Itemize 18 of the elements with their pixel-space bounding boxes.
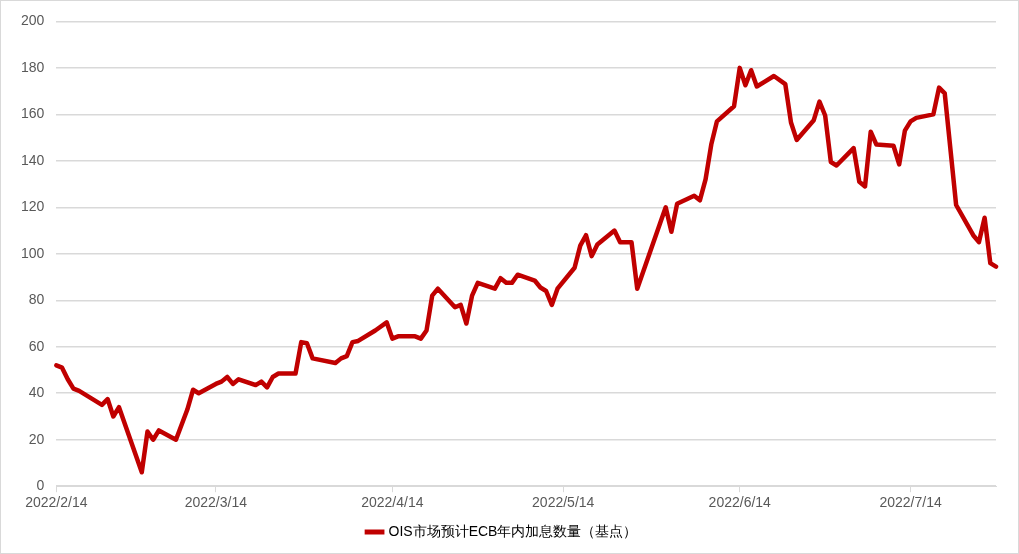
y-tick-label: 100 xyxy=(21,244,45,261)
y-tick-label: 120 xyxy=(21,198,45,215)
x-tick-label: 2022/3/14 xyxy=(184,494,248,511)
y-tick-label: 60 xyxy=(28,337,45,354)
x-tick-label: 2022/4/14 xyxy=(361,494,424,511)
y-tick-label: 20 xyxy=(28,430,45,447)
y-tick-label: 0 xyxy=(36,477,45,494)
y-tick-label: 140 xyxy=(21,151,45,168)
y-tick-label: 200 xyxy=(21,12,45,29)
y-tick-label: 160 xyxy=(21,105,45,122)
x-tick-label: 2022/7/14 xyxy=(879,494,942,511)
y-tick-label: 40 xyxy=(28,384,45,401)
y-tick-label: 180 xyxy=(21,58,45,75)
x-tick-label: 2022/2/14 xyxy=(25,494,88,511)
x-tick-label: 2022/5/14 xyxy=(532,494,595,511)
y-tick-label: 80 xyxy=(28,291,45,308)
x-tick-label: 2022/6/14 xyxy=(708,494,772,511)
legend-label: OIS市场预计ECB年内加息数量（基点） xyxy=(388,522,638,539)
